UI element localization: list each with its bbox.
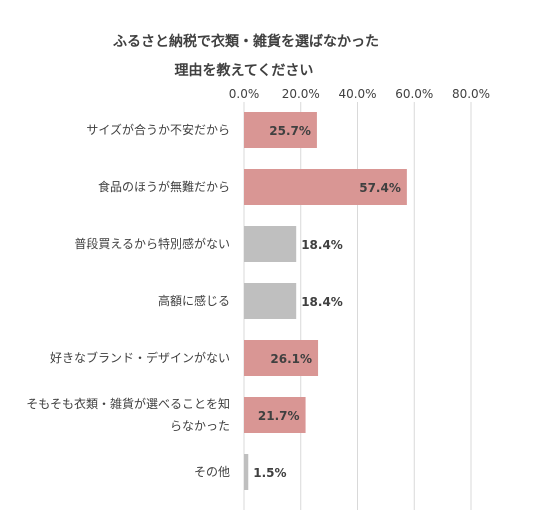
x-tick-label: 0.0% [229,87,260,101]
bar [244,397,306,433]
data-labels: 25.7% 57.4% 18.4% 18.4% 26.1% 21.7% 1.5% [253,124,401,480]
bar [244,454,249,490]
bar [244,112,317,148]
category-label: その他 [194,465,230,479]
x-tick-label: 20.0% [282,87,320,101]
chart-title-line-1: ふるさと納税で衣類・雑貨を選ばなかった [113,34,379,50]
data-label: 57.4% [359,181,401,195]
category-label: 好きなブランド・デザインがない [50,350,230,365]
data-label: 25.7% [269,124,311,138]
bar [244,283,297,319]
category-label: らなかった [170,419,230,433]
bar [244,226,297,262]
x-tick-label: 60.0% [395,87,433,101]
category-label: そもそも衣類・雑貨が選べることを知 [26,396,230,411]
data-label: 26.1% [270,352,312,366]
bar [244,169,407,205]
data-label: 18.4% [301,295,343,309]
x-tick-label: 40.0% [338,87,376,101]
bar [244,340,319,376]
category-label: 食品のほうが無難だから [98,179,230,194]
category-label: 高額に感じる [158,293,230,308]
chart-title-line-2: 理由を教えてください [174,63,314,79]
category-label: サイズが合うか不安だから [86,122,230,137]
category-labels: サイズが合うか不安だから食品のほうが無難だから普段買えるから特別感がない高額に感… [26,122,230,479]
x-axis-ticks: 0.0% 20.0% 40.0% 60.0% 80.0% [229,87,490,101]
bars [244,112,407,490]
data-label: 21.7% [258,409,300,423]
x-tick-label: 80.0% [452,87,490,101]
data-label: 18.4% [301,238,343,252]
data-label: 1.5% [253,466,286,480]
category-label: 普段買えるから特別感がない [74,236,230,251]
